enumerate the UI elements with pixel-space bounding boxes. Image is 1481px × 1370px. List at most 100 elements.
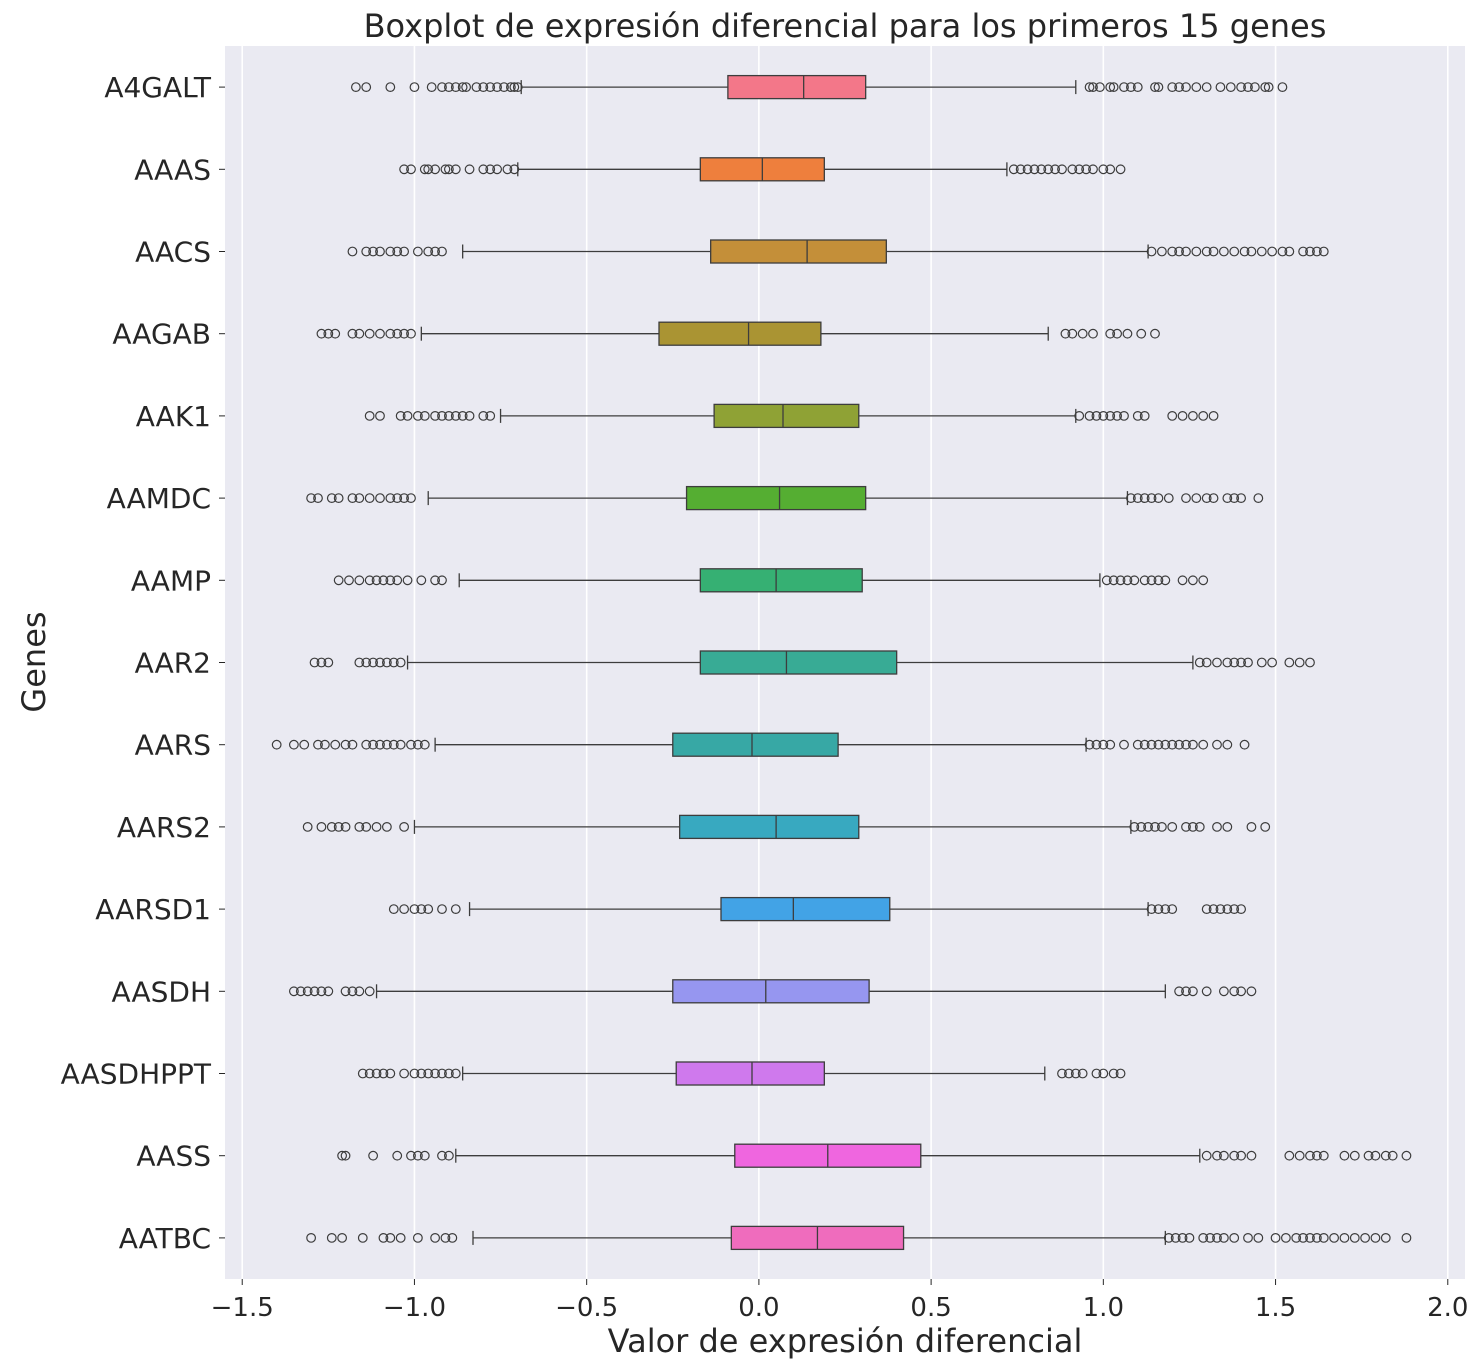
outlier-point [1122,328,1133,339]
outlier-point [368,1150,379,1161]
box-aamdc [306,485,1264,511]
outlier-point [423,164,434,175]
outlier-point [1029,164,1040,175]
outlier-point [1243,82,1253,92]
outlier-point [364,328,375,339]
outlier-point [1187,575,1198,586]
outlier-point [1205,1232,1216,1243]
box-aatbc [306,1225,1412,1251]
outlier-point [512,82,523,92]
outlier-point [326,493,337,504]
outlier-point [1260,822,1271,832]
outlier-point [399,164,410,175]
outlier-point [378,1232,389,1243]
outlier-point [437,575,447,586]
x-tick-label: −1.0 [383,1293,446,1323]
outlier-point [1181,986,1191,997]
outlier-point [1174,986,1185,997]
outlier-point [1284,657,1295,668]
outlier-point [1181,493,1191,504]
outlier-point [1294,657,1305,668]
outlier-point [437,904,447,914]
outlier-point [1311,1232,1322,1243]
x-axis-label: Valor de expresión diferencial [608,1322,1083,1360]
x-tick-label: 1.5 [1255,1293,1296,1323]
box-a4galt [350,74,1288,100]
outlier-point [385,575,396,586]
outlier-point [309,657,320,668]
outlier-point [371,575,382,586]
outlier-point [1119,411,1129,421]
outlier-point [1187,822,1198,832]
outlier-point [1305,246,1315,257]
outlier-point [1201,986,1212,997]
outlier-point [385,1068,396,1079]
outlier-point [1081,164,1092,175]
outlier-point [1129,575,1140,586]
outlier-point [1043,164,1054,175]
outlier-point [1057,1068,1067,1079]
outlier-point [354,575,365,586]
outlier-point [368,739,379,750]
outlier-point [1401,1150,1412,1161]
box-iqr [720,896,891,922]
outlier-point [1249,82,1260,92]
outlier-point [464,164,475,175]
outlier-point [478,164,489,175]
outlier-point [1105,164,1116,175]
outlier-point [1239,739,1250,750]
outlier-point [499,82,509,92]
outlier-point [409,1068,420,1079]
outlier-point [385,82,396,92]
outlier-point [1229,904,1240,914]
category-label-aacs: AACS [135,236,211,269]
outlier-point [1212,822,1222,832]
outlier-point [443,1150,454,1161]
outlier-point [450,164,461,175]
outlier-point [399,328,410,339]
outlier-point [1122,575,1133,586]
box-aaas [399,157,1126,182]
x-tick-label: 1.0 [1083,1293,1124,1323]
outlier-point [1094,82,1105,92]
box-iqr [672,979,870,1004]
outlier-point [1370,1232,1381,1243]
outlier-point [388,657,399,668]
outlier-point [1153,575,1164,586]
outlier-point [1260,82,1271,92]
outlier-point [354,328,365,339]
outlier-point [1305,657,1315,668]
outlier-point [344,575,354,586]
outlier-point [447,1232,458,1243]
outlier-point [1170,1232,1181,1243]
outlier-point [443,164,454,175]
outlier-point [1267,246,1278,257]
outlier-point [457,82,468,92]
outlier-point [1339,1150,1350,1161]
outlier-point [1212,739,1222,750]
outlier-point [378,1068,389,1079]
outlier-point [1280,1232,1291,1243]
outlier-point [509,82,520,92]
outlier-point [354,986,365,997]
outlier-point [295,986,306,997]
outlier-point [1236,493,1247,504]
outlier-point [1105,739,1116,750]
outlier-point [1349,1232,1360,1243]
outlier-point [1108,82,1119,92]
outlier-point [319,739,330,750]
outlier-point [1108,575,1119,586]
outlier-point [1277,82,1288,92]
outlier-point [1256,246,1267,257]
outlier-point [423,904,434,914]
outlier-point [1167,411,1178,421]
outlier-point [323,328,334,339]
outlier-point [1132,82,1143,92]
outlier-point [350,82,361,92]
outlier-point [364,986,375,997]
box-aagab [316,321,1160,346]
outlier-point [1146,904,1157,914]
outlier-point [402,411,413,421]
outlier-point [309,986,320,997]
outlier-point [271,739,282,750]
